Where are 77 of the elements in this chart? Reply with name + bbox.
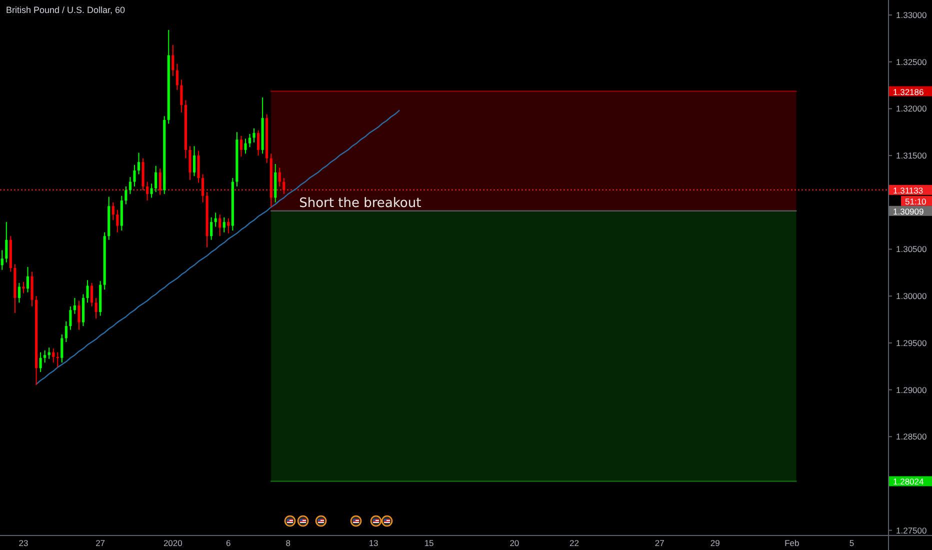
text: British Pound / U.S. Dollar, 60	[6, 5, 126, 15]
candlestick	[78, 300, 80, 330]
candlestick	[124, 186, 128, 205]
candlestick	[18, 282, 20, 304]
candlestick	[248, 133, 252, 148]
candlestick	[214, 212, 217, 228]
candlestick	[172, 44, 174, 76]
candlestick	[44, 350, 46, 364]
x-tick-label: Feb	[784, 538, 800, 548]
candlestick	[222, 216, 226, 233]
candlestick	[69, 306, 72, 330]
candlestick	[192, 146, 196, 177]
text: 51:10	[905, 196, 927, 206]
candlestick	[282, 178, 286, 194]
x-tick-label: 27	[96, 538, 106, 548]
candlestick	[116, 209, 119, 233]
candlestick	[128, 176, 132, 194]
x-tick-label: 27	[654, 538, 665, 548]
y-tick-label: 1.28500	[896, 432, 927, 442]
candlestick	[137, 152, 140, 175]
y-tick-label: 1.33000	[896, 10, 927, 20]
candlestick	[39, 352, 42, 372]
candlestick	[52, 348, 55, 364]
candlestick	[202, 174, 204, 203]
candlestick	[210, 216, 213, 240]
candlestick	[5, 222, 8, 263]
candlestick	[0, 250, 4, 270]
candlestick	[244, 138, 247, 154]
ref-line-label: 1.31133	[893, 185, 924, 196]
y-tick-label: 1.32500	[896, 56, 927, 67]
y-tick-label: 1.29500	[896, 338, 927, 348]
candlestick	[278, 167, 281, 187]
candlestick	[133, 164, 136, 187]
text: 1.28024	[893, 476, 924, 487]
candlestick	[86, 280, 89, 304]
y-tick-label: 1.31500	[896, 150, 927, 161]
candlestick	[150, 183, 153, 198]
candlestick	[56, 352, 59, 368]
x-tick-label: 8	[286, 538, 291, 548]
candlestick	[60, 334, 64, 364]
candlestick	[240, 135, 242, 157]
candlestick	[180, 79, 183, 113]
candlestick	[188, 146, 192, 180]
y-tick-label: 1.30000	[896, 291, 927, 302]
candlestick	[22, 282, 25, 294]
candlestick	[90, 282, 94, 307]
candlestick	[146, 181, 149, 202]
x-tick-label: 20	[510, 538, 520, 548]
text: 1.30909	[893, 206, 924, 216]
candlestick	[73, 297, 76, 314]
x-tick-label: 13	[368, 538, 379, 548]
candlestick	[252, 128, 256, 143]
x-tick-label: 15	[424, 538, 434, 548]
x-tick-label: 6	[226, 538, 232, 548]
candlestick	[154, 165, 158, 193]
x-tick-label: 2020	[163, 538, 183, 548]
candlestick	[218, 214, 222, 237]
candlestick	[227, 218, 230, 234]
y-tick-label: 1.30500	[896, 244, 927, 254]
y-tick-label: 1.29000	[896, 384, 927, 395]
candlestick	[26, 266, 30, 293]
text: 1.32186	[893, 86, 924, 97]
x-tick-label: 22	[569, 538, 580, 548]
x-tick-label: 29	[710, 538, 720, 548]
y-tick-label: 1.27500	[896, 525, 927, 536]
candlestick	[257, 130, 260, 156]
x-tick-label: 5	[849, 538, 854, 548]
candlestick	[158, 168, 162, 196]
candlestick	[94, 297, 98, 320]
candlestick	[197, 150, 200, 184]
candlestick	[30, 271, 34, 307]
candlestick	[112, 202, 114, 221]
y-tick-label: 1.32000	[896, 104, 927, 114]
annotation: Short the breakout	[299, 196, 422, 211]
candlestick	[176, 63, 178, 90]
x-tick-label: 23	[18, 538, 28, 548]
candlestick	[64, 320, 68, 342]
